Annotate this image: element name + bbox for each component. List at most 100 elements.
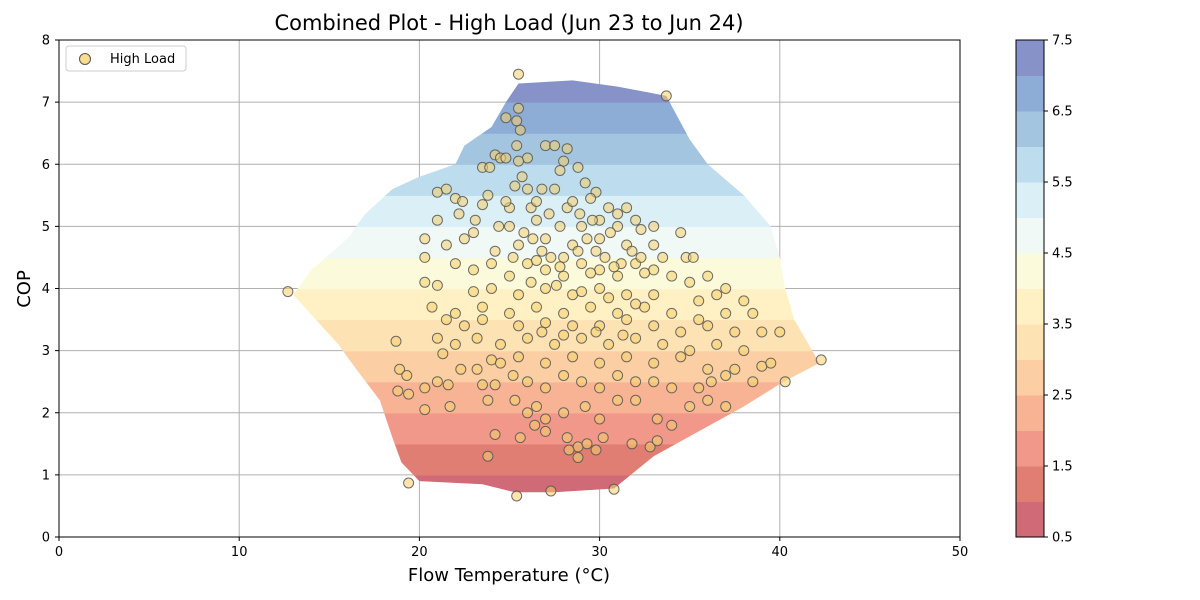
data-point: [458, 320, 470, 332]
data-point: [471, 332, 483, 344]
data-point: [711, 289, 723, 301]
y-axis-ticks: 0 1 2 3 4 5 6 7 8: [42, 34, 59, 546]
data-point: [594, 264, 606, 276]
data-point: [693, 295, 705, 307]
data-point: [536, 326, 548, 338]
data-point: [630, 376, 642, 388]
data-point: [581, 438, 593, 450]
data-point: [666, 270, 678, 282]
data-point: [482, 450, 494, 462]
data-point: [684, 276, 696, 288]
data-point: [599, 251, 611, 263]
data-point: [440, 314, 452, 326]
data-point: [536, 183, 548, 195]
data-point: [513, 68, 524, 80]
colorbar-segment: [1016, 288, 1044, 325]
data-point: [635, 224, 647, 235]
data-point: [518, 227, 530, 239]
x-tick-label: 40: [772, 545, 789, 560]
data-point: [522, 183, 533, 195]
data-point: [403, 388, 415, 400]
data-point: [486, 258, 497, 270]
data-point: [477, 314, 488, 326]
data-point: [675, 227, 687, 239]
data-point: [477, 301, 488, 313]
data-point: [531, 301, 542, 313]
colorbar-tick-label: 7.5: [1052, 34, 1073, 49]
data-point: [720, 307, 732, 319]
data-point: [675, 351, 687, 363]
data-point: [419, 276, 431, 288]
legend: High Load: [65, 45, 187, 72]
data-point: [392, 385, 404, 397]
data-point: [449, 258, 461, 270]
data-point: [390, 335, 402, 347]
data-point: [567, 289, 579, 301]
data-point: [513, 320, 524, 332]
colorbar-segment: [1016, 466, 1044, 502]
data-point: [648, 264, 660, 276]
data-point: [720, 283, 732, 294]
data-point: [576, 286, 588, 298]
data-point: [617, 329, 629, 341]
colorbar-segment: [1016, 501, 1044, 538]
y-tick-label: 0: [42, 531, 50, 546]
colorbar-tick-label: 1.5: [1052, 460, 1073, 475]
data-point: [586, 214, 598, 226]
data-point: [522, 376, 533, 388]
data-point: [576, 376, 588, 388]
data-point: [529, 419, 541, 431]
data-point: [471, 363, 483, 375]
data-point: [621, 289, 633, 301]
data-point: [540, 140, 551, 152]
data-point: [522, 407, 533, 419]
data-point: [419, 382, 431, 394]
data-point: [648, 289, 660, 301]
data-point: [579, 401, 591, 412]
data-point: [511, 490, 523, 502]
data-point: [558, 370, 570, 381]
data-point: [756, 360, 768, 372]
data-point: [604, 227, 616, 239]
chart-title: Combined Plot - High Load (Jun 23 to Jun…: [274, 11, 743, 35]
data-point: [401, 370, 413, 381]
data-point: [484, 161, 496, 173]
data-point: [531, 214, 542, 226]
data-point: [585, 267, 597, 279]
data-point: [468, 264, 479, 276]
data-point: [567, 196, 579, 207]
data-point: [702, 270, 714, 282]
data-point: [612, 220, 624, 232]
data-point: [666, 419, 678, 431]
data-point: [440, 183, 452, 195]
data-point: [513, 351, 524, 363]
colorbar-segment: [1016, 182, 1044, 218]
data-point: [442, 379, 454, 391]
data-point: [477, 379, 488, 391]
data-point: [572, 441, 584, 453]
y-tick-label: 7: [42, 96, 50, 111]
data-point: [576, 332, 588, 344]
data-point: [630, 298, 642, 310]
colorbar-segment: [1016, 324, 1044, 360]
data-point: [648, 220, 660, 232]
data-point: [522, 332, 533, 344]
data-point: [543, 208, 555, 220]
data-point: [514, 432, 526, 444]
legend-marker: [79, 53, 91, 65]
data-point: [426, 301, 438, 313]
colorbar-tick-label: 0.5: [1052, 531, 1073, 546]
data-point: [729, 363, 741, 375]
data-point: [437, 348, 449, 360]
data-point: [603, 338, 615, 350]
data-point: [504, 220, 515, 232]
data-point: [675, 326, 687, 338]
data-point: [444, 401, 456, 412]
data-point: [594, 233, 606, 245]
x-tick-label: 50: [952, 545, 969, 560]
data-point: [572, 245, 584, 257]
data-point: [702, 363, 714, 375]
colorbar-tick-label: 3.5: [1052, 318, 1073, 333]
data-point: [585, 192, 597, 204]
data-point: [738, 345, 750, 357]
